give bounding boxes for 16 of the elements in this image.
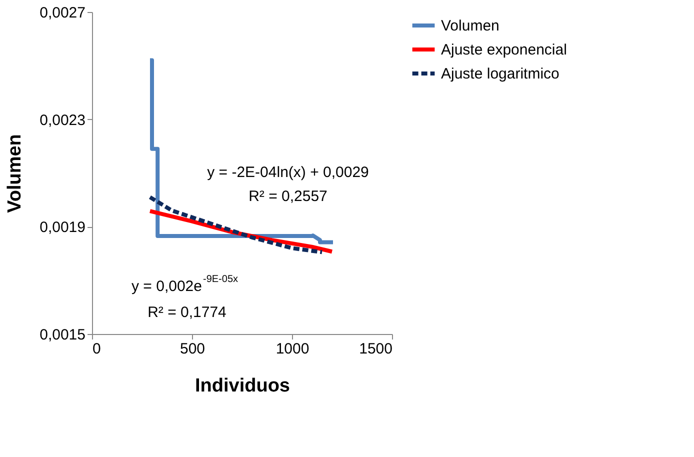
- y-tick-label: 0,0019: [40, 219, 86, 236]
- legend-label: Volumen: [441, 18, 500, 34]
- x-tick-label: 500: [180, 340, 206, 358]
- annotation: R² = 0,1774: [148, 304, 226, 321]
- legend-label: Ajuste exponencial: [441, 42, 567, 58]
- x-tick-label: 0: [92, 340, 101, 358]
- x-tick-label: 1500: [359, 340, 392, 358]
- annotation: R² = 0,2557: [248, 188, 328, 205]
- y-tick-label: 0,0027: [40, 4, 86, 22]
- x-axis-title: Individuos: [195, 376, 290, 396]
- y-axis-title: Volumen: [4, 134, 26, 213]
- x-tick-label: 1000: [276, 340, 310, 358]
- legend-label: Ajuste logaritmico: [441, 66, 560, 82]
- y-tick-label: 0,0023: [40, 112, 86, 129]
- annotation: y = -2E-04ln(x) + 0,0029: [207, 164, 369, 181]
- y-tick-label: 0,0015: [40, 326, 86, 344]
